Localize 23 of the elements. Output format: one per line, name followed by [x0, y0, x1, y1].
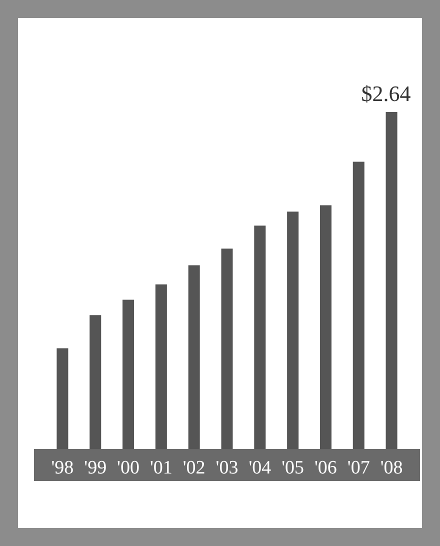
- bar: [386, 112, 398, 450]
- data-label: $2.64: [361, 80, 411, 106]
- bar: [122, 300, 134, 450]
- x-tick-label: '02: [182, 458, 206, 479]
- x-tick-label: '08: [380, 458, 403, 479]
- x-tick-label: '01: [150, 458, 172, 479]
- bar: [287, 212, 299, 450]
- bar: [188, 265, 200, 450]
- bar: [155, 284, 167, 450]
- x-tick-label: '98: [51, 458, 74, 479]
- bar: [320, 205, 332, 450]
- bar: [56, 348, 68, 450]
- bar: [90, 315, 102, 450]
- x-tick-label: '03: [216, 458, 238, 479]
- x-tick-label: '07: [347, 458, 370, 479]
- bar: [352, 162, 364, 450]
- x-tick-label: '05: [282, 458, 304, 479]
- x-tick-label: '00: [117, 458, 140, 479]
- bar: [221, 248, 233, 450]
- x-tick-label: '06: [314, 458, 337, 479]
- bar: [254, 226, 266, 450]
- x-tick-label: '04: [248, 458, 272, 479]
- x-tick-label: '99: [84, 458, 107, 479]
